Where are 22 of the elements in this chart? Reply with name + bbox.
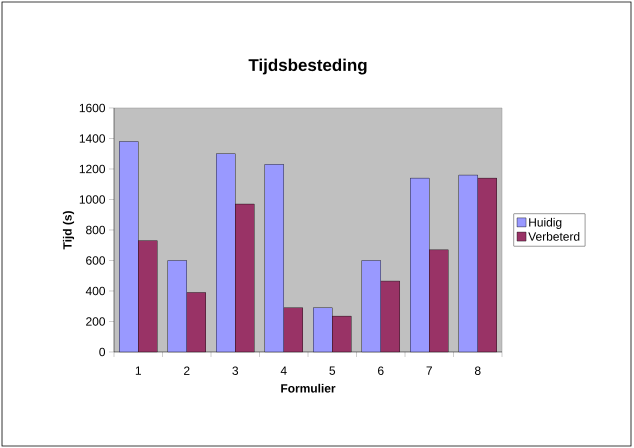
x-tick-label: 6: [378, 366, 384, 375]
x-tick-label: 1: [136, 366, 141, 375]
chart-title: Tijdsbesteding: [248, 58, 366, 74]
y-tick-label: 0: [99, 348, 106, 356]
y-axis-title: Tijd (s): [62, 211, 74, 250]
y-tick-label: 200: [86, 317, 106, 326]
x-tick-label: 2: [184, 366, 190, 375]
x-tick-label: 8: [474, 366, 481, 375]
x-tick-label: 4: [280, 366, 287, 375]
y-tick-label: 1400: [80, 134, 106, 143]
y-tick-label: 800: [86, 226, 106, 234]
x-axis-title: Formulier: [281, 384, 336, 393]
y-tick-label: 400: [86, 286, 106, 296]
legend-label: Huidig: [529, 218, 562, 229]
y-tick-label: 1200: [80, 164, 106, 174]
y-tick-label: 1000: [80, 195, 106, 204]
y-tick-label: 1600: [80, 104, 106, 112]
x-tick-label: 3: [232, 366, 238, 375]
y-tick-label: 600: [86, 256, 106, 265]
x-tick-label: 7: [426, 366, 432, 375]
x-tick-label: 5: [329, 366, 336, 375]
legend-label: Verbeterd: [528, 232, 580, 241]
